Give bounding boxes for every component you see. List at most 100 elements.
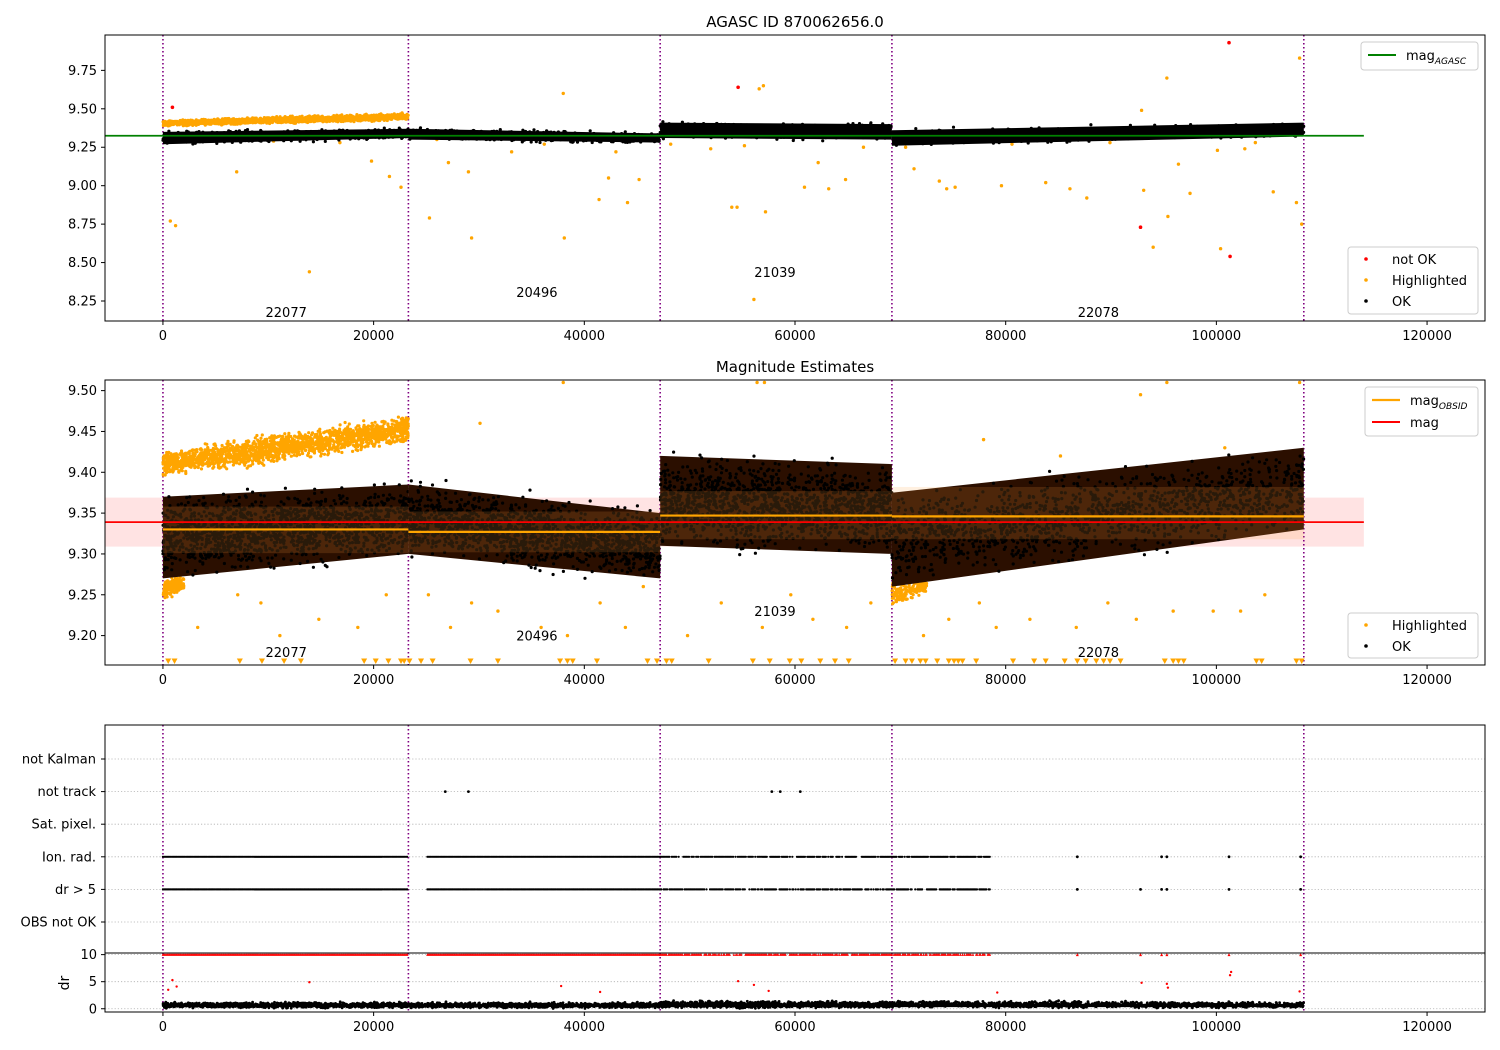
flag-category-label: OBS not OK [21, 916, 97, 931]
magnitude-panel-plot-area: 22077 20496 21039 22078 [105, 380, 1364, 665]
y-tick-label: 9.25 [68, 588, 97, 603]
magnitude-panel-legend-bottom: Highlighted OK [1347, 612, 1479, 659]
x-tick-label: 60000 [774, 673, 815, 688]
dr-capped-point [1165, 953, 1169, 957]
clipped-low-marker [1010, 658, 1017, 664]
clipped-low-marker [951, 658, 958, 664]
ok-point-cloud [893, 122, 1306, 147]
highlighted-point [625, 200, 630, 205]
clipped-low-marker [236, 658, 243, 664]
highlighted-point [509, 150, 514, 154]
clipped-low-marker [1061, 658, 1068, 664]
highlighted-point [1028, 617, 1032, 621]
highlighted-point [1176, 162, 1181, 166]
highlighted-point [1271, 190, 1275, 194]
dr-point [996, 991, 999, 994]
x-tick-label: 60000 [774, 1020, 815, 1035]
dr-capped-point [1160, 953, 1164, 957]
flag-point [443, 790, 447, 793]
y-tick-label: 9.50 [68, 384, 97, 399]
clipped-low-marker [1093, 658, 1100, 664]
clipped-low-marker [1293, 658, 1300, 664]
flag-point [1165, 888, 1169, 891]
flag-category-label: Ion. rad. [42, 850, 96, 865]
clipped-low-marker [892, 658, 899, 664]
y-tick-label: 9.20 [68, 629, 97, 644]
clipped-low-marker [1161, 658, 1168, 664]
flag-point [1165, 855, 1169, 859]
clipped-low-marker [644, 658, 651, 664]
agasc-panel-title: AGASC ID 870062656.0 [706, 13, 884, 31]
flag-point [1299, 888, 1303, 891]
y-tick-label: 5 [89, 975, 97, 990]
x-tick-label: 80000 [985, 329, 1026, 344]
flag-point [798, 790, 802, 793]
highlighted-point [1151, 245, 1155, 249]
highlighted-point [844, 625, 849, 630]
clipped-low-marker [297, 658, 304, 664]
x-tick-label: 0 [159, 673, 167, 688]
highlighted-point [1074, 625, 1078, 630]
dr-ok-point-cloud [161, 1000, 410, 1010]
highlighted-point-cloud-low [161, 573, 186, 600]
flag-point [1075, 888, 1079, 891]
legend-label: magOBSID [1410, 394, 1468, 412]
agasc-panel-legend-bottom: not OK Highlighted OK [1347, 246, 1479, 315]
legend-label: mag [1410, 416, 1439, 431]
highlighted-point [811, 617, 815, 621]
highlighted-point [947, 617, 951, 621]
flag-point [1075, 855, 1079, 859]
highlighted-point [307, 270, 312, 274]
highlighted-point [384, 593, 388, 597]
dr-capped-point [1227, 953, 1231, 957]
clipped-low-marker [418, 658, 425, 664]
clipped-low-marker [165, 658, 172, 664]
highlighted-point [761, 84, 766, 88]
highlighted-point [843, 177, 848, 182]
x-tick-label: 80000 [985, 1020, 1026, 1035]
highlighted-point [953, 185, 957, 189]
highlighted-point [539, 625, 543, 630]
flag-category-label: dr > 5 [55, 883, 96, 898]
highlighted-point [1108, 140, 1112, 145]
highlighted-point [641, 584, 646, 589]
highlighted-point [827, 187, 831, 191]
clipped-low-marker [705, 658, 712, 664]
flag-point [1227, 855, 1231, 859]
highlighted-point [755, 380, 759, 385]
highlighted-point [466, 170, 471, 174]
clipped-low-marker [1100, 658, 1107, 664]
highlighted-point [903, 145, 908, 149]
clipped-low-marker [557, 658, 564, 664]
highlighted-point [762, 380, 767, 385]
highlighted-point [735, 205, 739, 209]
highlighted-point [730, 205, 734, 209]
obsid-label: 21039 [754, 266, 795, 281]
dr-capped-point-cloud [426, 953, 661, 956]
highlighted-point [1188, 191, 1192, 196]
highlighted-point [1044, 180, 1048, 185]
x-tick-label: 20000 [353, 1020, 394, 1035]
legend-label: Highlighted [1392, 274, 1467, 289]
highlighted-point [426, 593, 431, 597]
dr-point [1228, 973, 1232, 977]
dr-point [167, 988, 170, 992]
highlighted-point [1294, 200, 1299, 205]
highlighted-point [994, 625, 998, 630]
clipped-low-marker [922, 658, 929, 664]
dr-capped-point-cloud [659, 953, 893, 956]
flag-category-label: not Kalman [22, 753, 96, 768]
highlighted-point [561, 91, 565, 96]
highlighted-point [234, 170, 239, 174]
highlighted-point [597, 197, 601, 202]
highlighted-point [757, 87, 761, 91]
clipped-low-marker [385, 658, 392, 664]
clipped-low-marker [786, 658, 793, 664]
y-tick-label: 8.25 [68, 295, 97, 310]
highlighted-point [562, 236, 566, 240]
y-tick-label: 0 [89, 1002, 97, 1017]
y-tick-label: 9.75 [68, 64, 97, 79]
dr-capped-point [1299, 953, 1303, 957]
mag-obsid-error-band [891, 486, 1304, 540]
